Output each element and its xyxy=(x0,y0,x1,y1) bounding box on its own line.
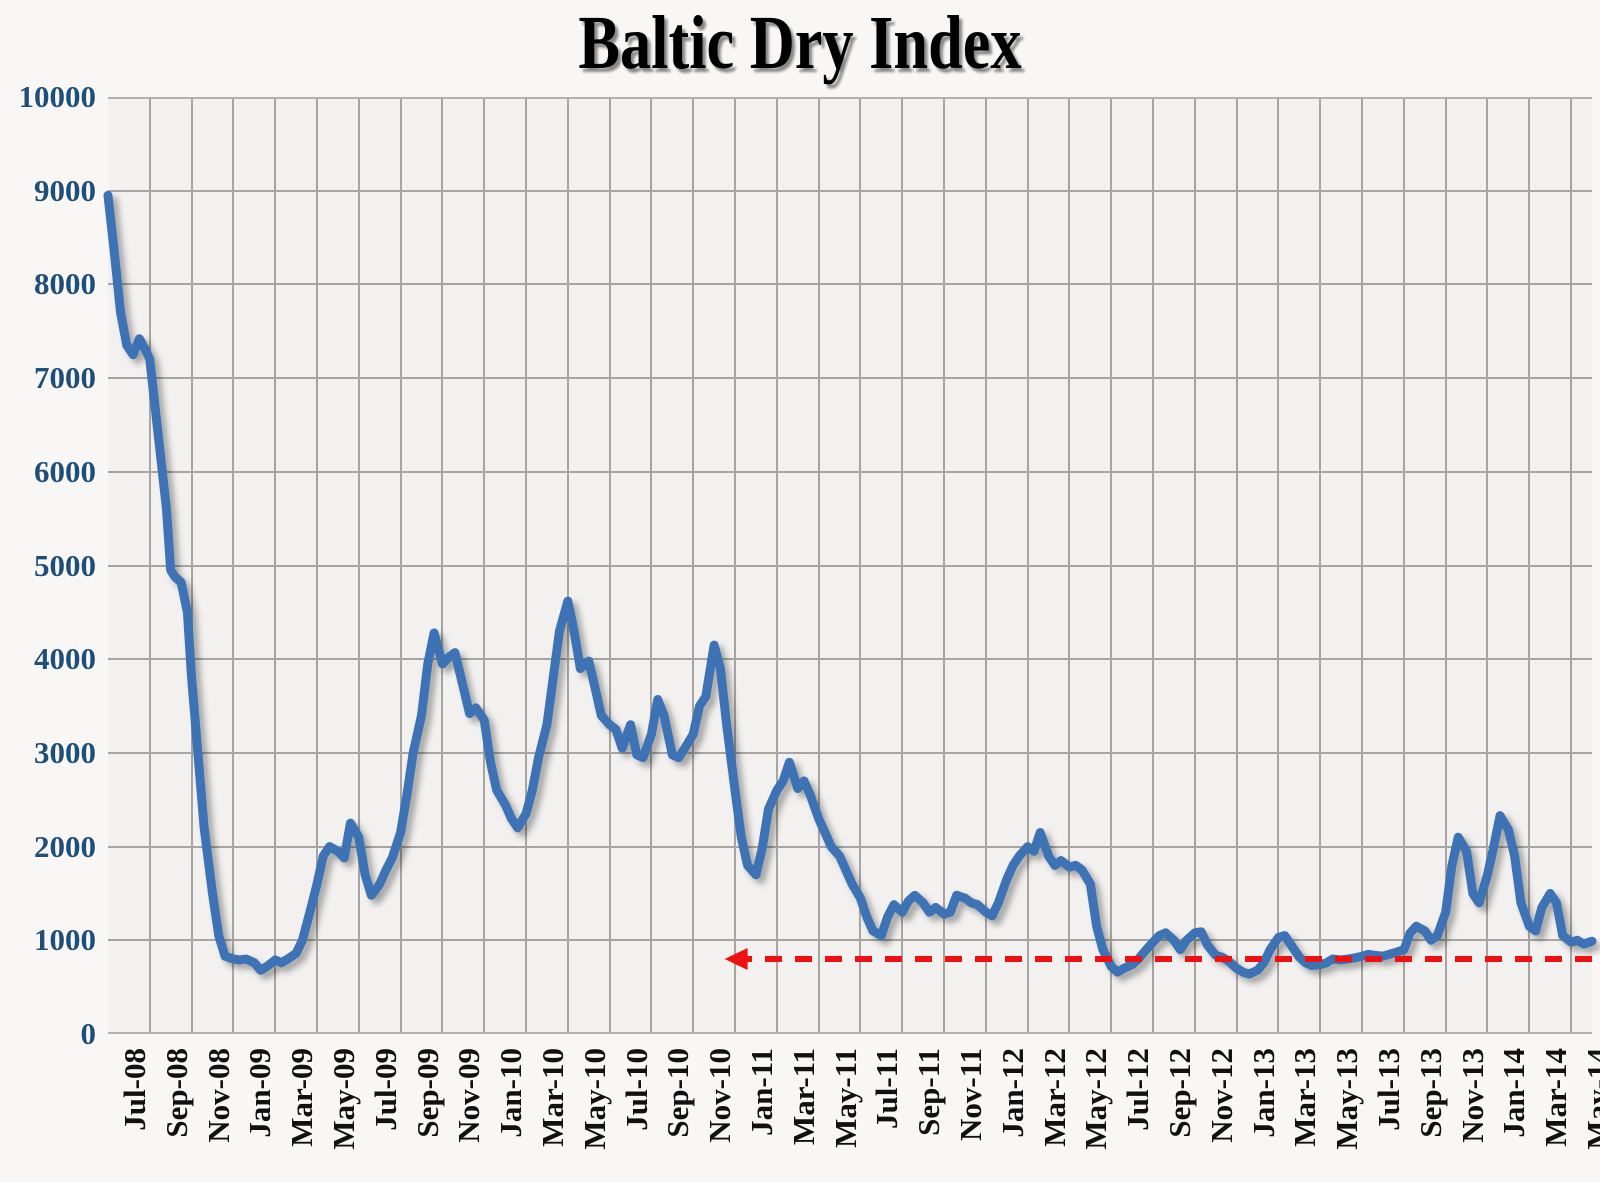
x-axis-tick-label: Jul-12 xyxy=(1120,1048,1156,1131)
x-axis-tick-label: Mar-09 xyxy=(284,1048,320,1147)
gridline-horizontal xyxy=(108,658,1592,661)
x-axis-tick-label: Mar-13 xyxy=(1287,1048,1323,1147)
y-axis-tick-label: 10000 xyxy=(18,79,97,114)
page-title: Baltic Dry Index xyxy=(578,1,1022,85)
y-axis-tick-label: 2000 xyxy=(34,828,96,864)
gridline-horizontal xyxy=(108,564,1592,567)
x-axis-tick-label: Jul-10 xyxy=(618,1048,654,1131)
y-axis-tick-label: 1000 xyxy=(34,922,96,958)
y-axis-tick-label: 5000 xyxy=(34,547,96,583)
y-axis-tick-label: 7000 xyxy=(34,360,96,396)
x-axis-tick-label: Mar-14 xyxy=(1538,1048,1574,1147)
x-axis-tick-label: Mar-10 xyxy=(535,1048,571,1147)
x-axis-tick-label: Jan-11 xyxy=(744,1048,780,1136)
gridline-horizontal xyxy=(108,845,1592,848)
gridline-horizontal xyxy=(108,751,1592,754)
x-axis-tick-label: May-11 xyxy=(827,1048,863,1148)
x-axis-tick-label: Nov-08 xyxy=(200,1048,236,1143)
x-axis-line xyxy=(108,1032,1592,1034)
x-axis-tick-label: Jul-08 xyxy=(117,1048,152,1131)
y-axis-tick-label: 0 xyxy=(80,1016,97,1051)
x-axis-tick-label: Jul-09 xyxy=(367,1048,403,1131)
x-axis-tick-label: Sep-12 xyxy=(1162,1048,1198,1138)
x-axis-tick-label: Jan-14 xyxy=(1496,1048,1532,1138)
x-axis-tick-label: Sep-10 xyxy=(660,1048,696,1138)
x-axis-tick-label: Nov-11 xyxy=(953,1048,989,1141)
x-axis-tick-label: Nov-13 xyxy=(1454,1048,1490,1143)
y-axis-tick-label: 3000 xyxy=(34,734,96,770)
x-axis-tick-label: May-14 xyxy=(1580,1048,1600,1150)
y-axis-tick-label: 8000 xyxy=(34,266,96,302)
x-axis-tick-label: May-10 xyxy=(576,1048,612,1150)
x-axis-tick-label: May-09 xyxy=(326,1048,361,1150)
x-axis-tick-label: Jan-09 xyxy=(242,1048,278,1138)
gridline-horizontal xyxy=(108,470,1592,473)
x-axis-tick-label: Nov-12 xyxy=(1203,1048,1239,1143)
gridline-horizontal xyxy=(108,939,1592,942)
x-axis-tick-label: Jul-11 xyxy=(869,1048,905,1129)
y-axis-tick-label: 9000 xyxy=(34,172,96,208)
x-axis-tick-label: May-12 xyxy=(1078,1048,1114,1150)
x-axis-tick-label: May-13 xyxy=(1329,1048,1365,1150)
x-axis-tick-label: Mar-11 xyxy=(785,1048,821,1145)
gridline-horizontal xyxy=(108,283,1592,286)
line-series-baltic-dry-index xyxy=(103,190,1597,979)
plot-top-border xyxy=(108,97,1592,99)
y-axis-tick-label: 6000 xyxy=(34,453,96,489)
x-axis-tick-label: Nov-10 xyxy=(702,1048,738,1143)
y-axis-tick-label: 4000 xyxy=(34,641,96,677)
x-axis-tick-label: Jan-12 xyxy=(994,1048,1030,1138)
x-axis-tick-label: Sep-08 xyxy=(158,1048,194,1138)
x-axis-tick-label: Jan-10 xyxy=(493,1048,529,1138)
x-axis-tick-label: Nov-09 xyxy=(451,1048,487,1143)
x-axis-tick-label: Jul-13 xyxy=(1371,1048,1407,1131)
x-axis-tick-label: Mar-12 xyxy=(1036,1048,1072,1147)
gridline-horizontal xyxy=(108,189,1592,192)
x-axis-tick-label: Sep-11 xyxy=(911,1048,947,1136)
x-axis-tick-label: Sep-09 xyxy=(409,1048,445,1138)
plot-area xyxy=(103,97,1597,1034)
gridline-horizontal xyxy=(108,377,1592,380)
data-series-layer xyxy=(103,190,1597,979)
x-axis-tick-label: Sep-13 xyxy=(1412,1048,1448,1138)
x-axis-tick-label: Jan-13 xyxy=(1245,1048,1281,1138)
